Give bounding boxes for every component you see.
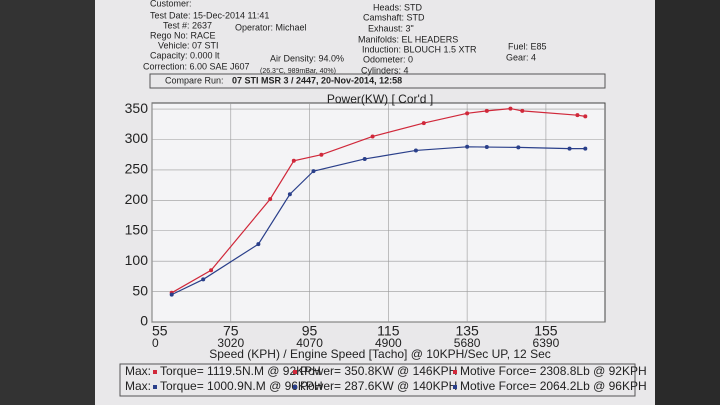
y-tick-label: 300 [125, 130, 149, 146]
point [520, 108, 525, 113]
footer-text: Max: [125, 379, 151, 393]
point [311, 169, 316, 174]
field: Fuel: E85 [508, 41, 547, 51]
x-tick-label: 115 [377, 323, 400, 339]
footer-text: Torque= 1000.9N.M @ 96KPH [160, 379, 323, 393]
y-tick-label: 350 [125, 100, 149, 116]
point [268, 197, 273, 202]
point [575, 113, 580, 118]
legend-marker [453, 385, 457, 389]
point [209, 268, 214, 273]
field: Customer: [150, 0, 192, 8]
rpm-tick-label: 0 [152, 336, 159, 350]
footer-text: Torque= 1119.5N.M @ 92KPH [160, 364, 321, 378]
field: Vehicle: 07 STI [158, 40, 219, 50]
field: 07 STI MSR 3 / 2447, 20-Nov-2014, 12:58 [232, 75, 402, 85]
x-tick-label: 95 [302, 323, 318, 339]
field: Rego No: RACE [150, 30, 216, 40]
field: Air Density: 94.0% [270, 53, 344, 63]
plot-area [151, 102, 606, 323]
y-tick-label: 50 [132, 282, 148, 298]
field: (26.3°C, 989mBar, 40%) [260, 67, 336, 75]
y-tick-label: 250 [125, 161, 149, 177]
point [516, 145, 521, 150]
legend-marker [293, 385, 297, 389]
chart-title: Power(KW) [ Cor'd ] [327, 92, 433, 106]
point [567, 146, 572, 151]
point [465, 111, 470, 116]
y-tick-label: 100 [125, 252, 149, 268]
field: Heads: STD [373, 2, 423, 12]
legend-marker [453, 370, 457, 374]
compare-box [149, 73, 606, 89]
point [583, 114, 588, 119]
field: Induction: BLOUCH 1.5 XTR [362, 44, 477, 54]
point [465, 144, 470, 149]
point [583, 146, 588, 151]
x-tick-label: 135 [455, 323, 479, 339]
x-tick-label: 155 [534, 323, 558, 339]
rpm-tick-label: 4900 [375, 336, 402, 350]
field: Odometer: 0 [363, 54, 413, 64]
x-axis-label: Speed (KPH) / Engine Speed [Tacho] @ 10K… [209, 347, 551, 361]
legend-marker [153, 370, 157, 374]
point [362, 156, 367, 161]
rpm-tick-label: 4070 [296, 336, 323, 350]
point [508, 106, 513, 111]
footer-box [119, 363, 636, 397]
footer-text: Motive Force= 2064.2Lb @ 96KPH [460, 379, 647, 393]
footer-text: Power= 350.8KW @ 146KPH [300, 364, 457, 378]
point [413, 148, 418, 153]
legend-marker [153, 385, 157, 389]
point [201, 277, 206, 282]
field: Operator: Michael [235, 22, 307, 32]
footer-text: Motive Force= 2308.8Lb @ 92KPH [460, 364, 647, 378]
point [421, 121, 426, 126]
field: Gear: 4 [506, 52, 536, 62]
x-tick-label: 55 [152, 323, 168, 339]
y-tick-label: 150 [125, 221, 149, 237]
point [287, 192, 292, 197]
point [169, 292, 174, 297]
point [256, 242, 261, 247]
series-line [171, 146, 586, 296]
x-tick-label: 75 [223, 323, 239, 339]
point [319, 152, 324, 157]
footer-text: Power= 287.6KW @ 140KPH [300, 379, 457, 393]
footer-text: Max: [125, 364, 151, 378]
rpm-tick-label: 3020 [217, 336, 244, 350]
y-tick-label: 0 [140, 313, 148, 329]
field: Camshaft: STD [363, 12, 425, 22]
point [484, 108, 489, 113]
field: Test Date: 15-Dec-2014 11:41 [150, 10, 269, 20]
field: Exhaust: 3" [368, 23, 414, 33]
rpm-tick-label: 5680 [454, 336, 481, 350]
field: Cylinders: 4 [361, 65, 409, 75]
field: Compare Run: [165, 75, 224, 85]
field: Manifolds: EL HEADERS [358, 34, 458, 44]
rpm-tick-label: 6390 [533, 336, 560, 350]
background [0, 0, 95, 405]
point [484, 145, 489, 150]
field: Correction: 6.00 SAE J607 [143, 61, 250, 71]
y-tick-label: 200 [125, 191, 149, 207]
point [291, 158, 296, 163]
point [370, 134, 375, 139]
field: Test #: 2637 [163, 20, 212, 30]
legend-marker [293, 370, 297, 374]
field: Capacity: 0.000 lt [150, 50, 220, 60]
